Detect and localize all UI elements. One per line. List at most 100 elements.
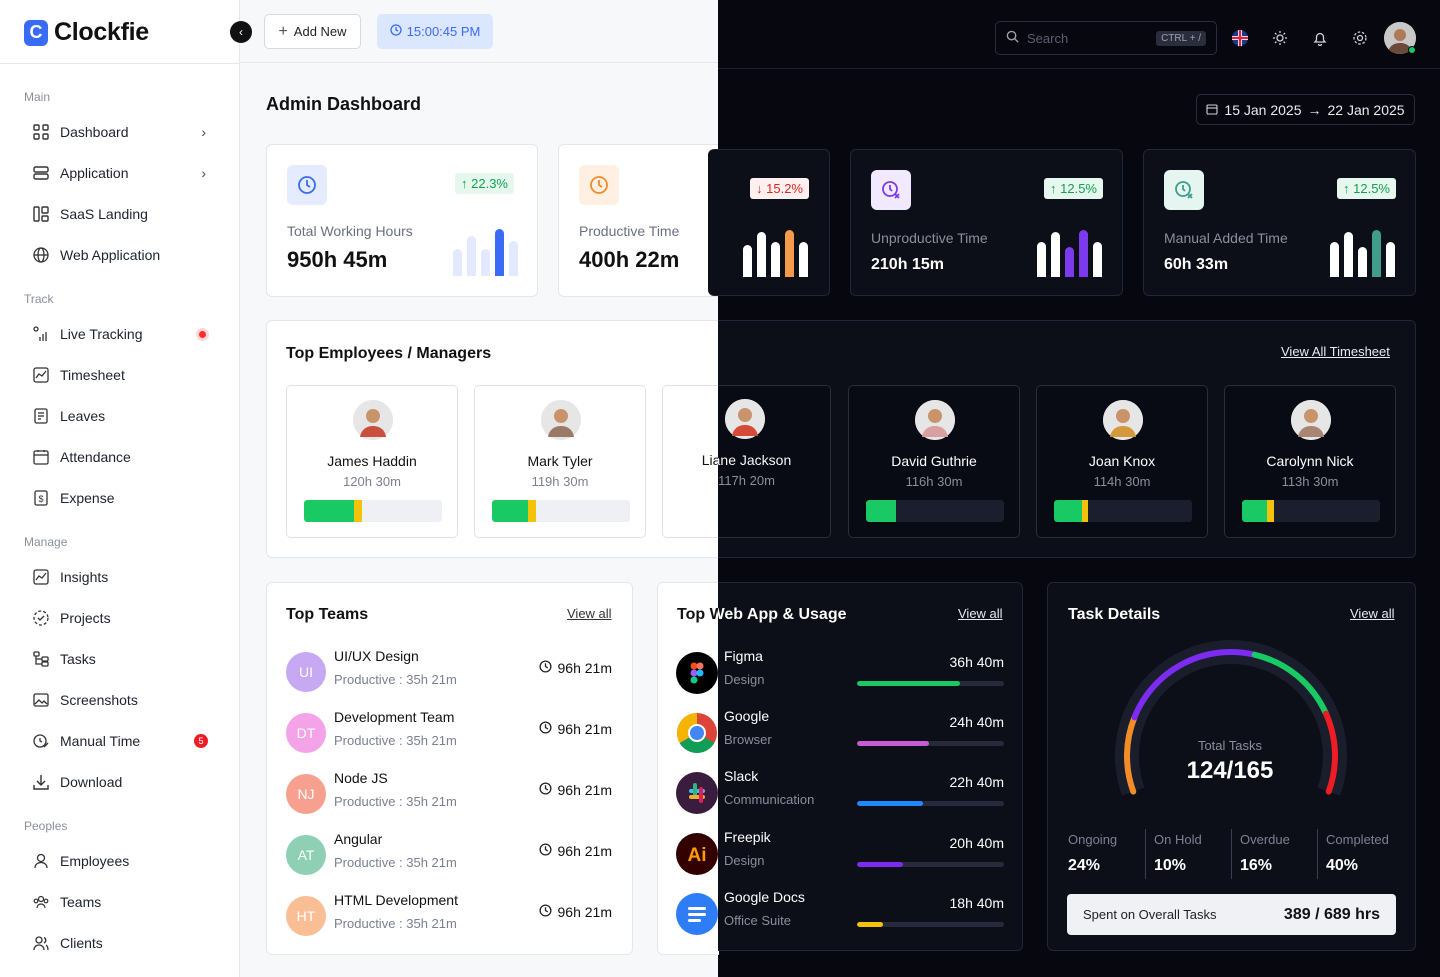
sun-icon[interactable]	[1269, 27, 1291, 49]
stat-card-productive-time-dark: ↓ 15.2%	[708, 149, 830, 296]
app-time: 36h 40m	[949, 654, 1004, 670]
employee-card[interactable]: Carolynn Nick 113h 30m	[1224, 385, 1396, 538]
gear-icon[interactable]	[1349, 27, 1371, 49]
app-time: 18h 40m	[949, 895, 1004, 911]
employee-progress	[866, 500, 1004, 522]
sidebar-item-manual-time[interactable]: Manual Time 5	[32, 729, 212, 753]
task-details-view-all-link[interactable]: View all	[1350, 606, 1395, 621]
app-category: Browser	[724, 732, 772, 747]
date-range-picker[interactable]: 15 Jan 2025 → 22 Jan 2025	[1196, 94, 1415, 125]
web-apps-panel-dark	[718, 582, 1023, 951]
uk-flag-icon[interactable]	[1229, 27, 1251, 49]
team-productive: Productive : 35h 21m	[334, 855, 457, 870]
web-app-row[interactable]: Ai Freepik Design 20h 40m	[676, 829, 1006, 879]
stat-change-badge: ↑ 22.3%	[455, 173, 514, 194]
top-employees-title: Top Employees / Managers	[286, 345, 492, 362]
employee-card[interactable]: James Haddin 120h 30m	[286, 385, 458, 538]
view-all-timesheet-link[interactable]: View All Timesheet	[1281, 344, 1390, 359]
add-new-button[interactable]: + Add New	[264, 14, 361, 49]
sidebar-item-web-application[interactable]: Web Application	[32, 243, 212, 267]
top-teams-title: Top Teams	[286, 606, 369, 623]
sidebar-item-attendance[interactable]: Attendance	[32, 445, 212, 469]
sidebar-item-insights[interactable]: Insights	[32, 565, 212, 589]
gauge-label: Total Tasks	[1197, 738, 1263, 753]
employee-card-split	[662, 385, 718, 538]
employee-name: Joan Knox	[1088, 453, 1156, 469]
clock-button[interactable]: 15:00:45 PM	[377, 14, 493, 49]
search-input[interactable]: Search CTRL + /	[995, 21, 1217, 55]
gauge-segment-ongoing	[1124, 714, 1138, 795]
sidebar-item-label: Screenshots	[60, 692, 138, 708]
team-productive: Productive : 35h 21m	[334, 672, 457, 687]
web-app-row[interactable]: Figma Design 36h 40m	[676, 648, 1006, 698]
sidebar-item-screenshots[interactable]: Screenshots	[32, 688, 212, 712]
collapse-sidebar-button[interactable]: ‹	[230, 21, 252, 43]
sidebar-item-employees[interactable]: Employees	[32, 849, 212, 873]
app-logo[interactable]: C Clockfie	[24, 18, 149, 47]
dollar-file-icon: $	[32, 489, 50, 507]
status-value: 10%	[1154, 857, 1187, 874]
app-time: 22h 40m	[949, 774, 1004, 790]
team-row[interactable]: NJ Node JS Productive : 35h 21m 96h 21m	[286, 770, 616, 818]
sidebar-item-label: Timesheet	[60, 367, 125, 383]
web-app-row[interactable]: Google Browser 24h 40m	[676, 708, 1006, 758]
illustrator-icon: Ai	[676, 833, 718, 875]
team-row[interactable]: HT HTML Development Productive : 35h 21m 96…	[286, 892, 616, 940]
web-apps-view-all-link[interactable]: View all	[958, 606, 1003, 621]
team-row[interactable]: AT Angular Productive : 35h 21m 96h 21m	[286, 831, 616, 879]
mini-bar	[785, 229, 794, 277]
clock-edit-icon	[32, 732, 50, 750]
employee-name: Carolynn Nick	[1266, 453, 1354, 469]
web-app-row[interactable]: Slack Communication 22h 40m	[676, 768, 1006, 818]
team-row[interactable]: DT Development Team Productive : 35h 21m 96…	[286, 709, 616, 757]
sidebar-item-projects[interactable]: Projects	[32, 606, 212, 630]
sidebar-item-leaves[interactable]: Leaves	[32, 404, 212, 428]
sidebar-item-dashboard[interactable]: Dashboard ›	[32, 120, 212, 144]
employee-card[interactable]: David Guthrie 116h 30m	[848, 385, 1020, 538]
spent-on-tasks-bar: Spent on Overall Tasks 389 / 689 hrs	[1067, 894, 1396, 935]
bell-icon[interactable]	[1309, 27, 1331, 49]
mini-bar	[1079, 229, 1088, 277]
sidebar-item-live-tracking[interactable]: Live Tracking	[32, 322, 212, 346]
status-value: 40%	[1326, 857, 1359, 874]
status-ongoing: Ongoing 24%	[1068, 832, 1117, 875]
sidebar-item-download[interactable]: Download	[32, 770, 212, 794]
sidebar-item-expense[interactable]: $ Expense	[32, 486, 212, 510]
stat-value: 60h 33m	[1164, 256, 1229, 273]
app-usage-fill	[857, 922, 884, 927]
spent-value: 389 / 689 hrs	[1283, 905, 1380, 923]
sidebar-item-saas-landing[interactable]: SaaS Landing	[32, 202, 212, 226]
team-productive: Productive : 35h 21m	[334, 733, 457, 748]
progress-yellow	[353, 500, 362, 522]
sidebar-item-timesheet[interactable]: Timesheet	[32, 363, 212, 387]
sidebar-item-teams[interactable]: Teams	[32, 890, 212, 914]
sidebar-item-clients[interactable]: Clients	[32, 931, 212, 955]
sidebar-item-label: Projects	[60, 610, 111, 626]
team-avatar: UI	[286, 652, 326, 692]
docs-icon	[676, 893, 718, 935]
employee-card[interactable]: Mark Tyler 119h 30m	[474, 385, 646, 538]
status-value: 24%	[1068, 857, 1101, 874]
employee-progress	[492, 500, 630, 522]
team-productive: Productive : 35h 21m	[334, 794, 457, 809]
top-teams-view-all-link[interactable]: View all	[567, 606, 612, 621]
employee-card[interactable]: Joan Knox 114h 30m	[1036, 385, 1208, 538]
employee-hours: 120h 30m	[343, 474, 401, 489]
sidebar-item-label: Web Application	[60, 247, 161, 263]
mini-bar	[467, 236, 476, 276]
sidebar-item-tasks[interactable]: Tasks	[32, 647, 212, 671]
team-row[interactable]: UI UI/UX Design Productive : 35h 21m 96h 21…	[286, 648, 616, 696]
sidebar: C Clockfie Main Dashboard › Application …	[0, 0, 240, 977]
stat-mini-chart	[1037, 222, 1102, 277]
search-placeholder: Search	[1027, 30, 1069, 46]
stat-mini-chart	[453, 221, 518, 276]
sidebar-item-application[interactable]: Application ›	[32, 161, 212, 185]
web-app-row[interactable]: Google Docs Office Suite 18h 40m	[676, 889, 1006, 939]
clock-icon	[389, 24, 402, 39]
team-avatar: AT	[286, 835, 326, 875]
mini-bar	[1051, 232, 1060, 277]
app-name: Google	[724, 708, 770, 724]
stat-change-badge: ↑ 12.5%	[1044, 178, 1103, 199]
employee-card[interactable]: Liane Jackson 117h 20m	[662, 385, 831, 538]
sidebar-item-label: Expense	[60, 490, 115, 506]
